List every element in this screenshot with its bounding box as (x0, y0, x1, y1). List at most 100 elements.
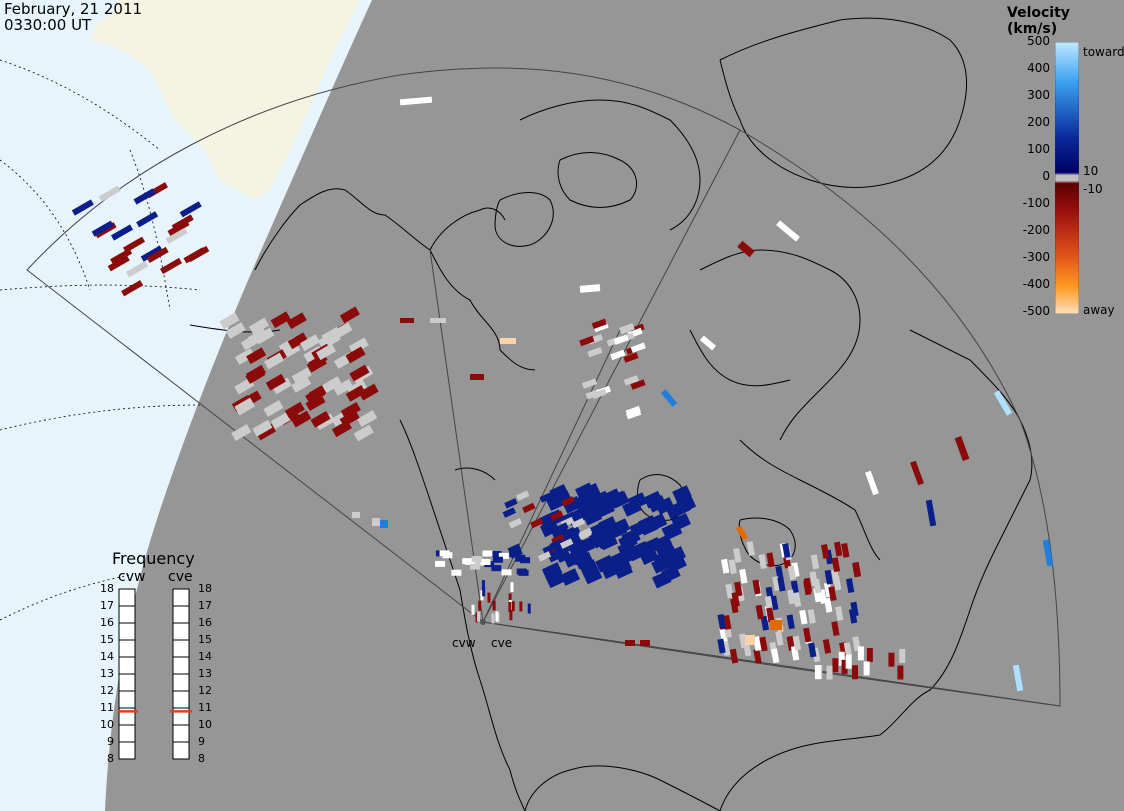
radar-echo-cell (399, 96, 433, 106)
radar-echo-cell (110, 224, 134, 241)
radar-echo-cell (474, 560, 485, 567)
frequency-gauge-cell (118, 741, 136, 760)
radar-echo-cell (439, 550, 450, 557)
plot-time: 0330:00 UT (4, 16, 92, 34)
radar-echo-cell (771, 648, 780, 664)
frequency-tick-label: 18 (198, 582, 212, 595)
radar-echo-cell (863, 661, 870, 676)
radar-echo-cell (508, 602, 512, 613)
radar-echo-cell (469, 563, 480, 570)
radar-echo-cell (613, 334, 629, 345)
frequency-tick-label: 15 (198, 633, 212, 646)
radar-echo-cell (824, 569, 833, 585)
radar-echo-cell (71, 199, 94, 216)
radar-echo-cell (264, 352, 285, 370)
radar-echo-cell (545, 570, 565, 588)
frequency-gauge-cell (172, 639, 190, 658)
frequency-tick-label: 10 (198, 718, 212, 731)
radar-echo-cell (291, 410, 312, 428)
radar-echo-cell (122, 236, 146, 253)
radar-site-cve-label: cve (491, 636, 513, 650)
frequency-tick-label: 9 (107, 735, 114, 748)
radar-echo-cell (498, 552, 509, 559)
radar-echo-cell (286, 312, 307, 330)
radar-echo-cell (777, 576, 786, 592)
frequency-gauge-cell (172, 588, 190, 607)
radar-echo-cell (316, 343, 337, 361)
frequency-gauge-cell (118, 588, 136, 607)
colorbar-tick-0: 0 (1042, 169, 1050, 183)
radar-echo-cell (582, 508, 603, 526)
radar-echo-cell (654, 497, 675, 515)
radar-echo-cell (820, 544, 830, 559)
radar-echo-cell (508, 593, 512, 604)
frequency-gauge-cell (118, 724, 136, 743)
frequency-tick-label: 8 (107, 752, 114, 765)
radar-echo-cell (579, 559, 599, 577)
radar-echo-cell (865, 470, 879, 496)
graticule (0, 59, 201, 621)
radar-echo-cell (721, 558, 730, 574)
radar-echo-cell (803, 627, 812, 643)
radar-echo-cell (699, 335, 717, 351)
radar-echo-cell (263, 400, 284, 417)
colorbar-tick-200: 200 (1027, 115, 1050, 129)
radar-echo-cell (609, 490, 630, 509)
radar-echo-cell (610, 518, 631, 536)
radar-echo-cell (179, 201, 202, 218)
radar-echo-cell (1042, 539, 1054, 567)
radar-echo-cell (770, 620, 782, 630)
radar-echo-cell (291, 367, 312, 385)
frequency-gauge-cell (172, 724, 190, 743)
radar-echo-cell (638, 517, 659, 536)
radar-echo-cell (518, 569, 529, 576)
radar-echo-cell (954, 436, 970, 461)
radar-echo-cell (333, 378, 354, 396)
radar-echo-cell (509, 610, 513, 621)
radar-echo-cell (530, 517, 544, 529)
colorbar-tick-neg500: -500 (1022, 304, 1050, 318)
radar-echo-cell (733, 547, 742, 563)
radar-echo-cell (581, 482, 601, 501)
radar-echo-cell (610, 349, 626, 361)
plot-date: February, 21 2011 (4, 0, 143, 18)
radar-echo-cell (557, 552, 571, 563)
radar-echo-cell (240, 333, 261, 351)
frequency-tick-label: 16 (100, 616, 114, 629)
radar-echo-cell (234, 348, 256, 365)
coastlines (189, 17, 1033, 811)
frequency-tick-label: 18 (100, 582, 114, 595)
radar-echo-cell (435, 560, 446, 567)
radar-echo-cell (471, 604, 475, 615)
radar-echo-cell (725, 583, 734, 599)
frequency-gauge-cell (118, 605, 136, 624)
frequency-gauge-cell (118, 639, 136, 658)
frequency-station-cvw: cvw (118, 569, 146, 585)
radar-echo-cell (897, 665, 904, 680)
radar-echo-cell (234, 397, 255, 415)
radar-echo-cell (541, 562, 562, 581)
radar-echo-cell (478, 600, 482, 611)
radar-echo-cell (121, 280, 144, 297)
radar-echo-cell (305, 386, 326, 404)
radar-echo-cell (729, 648, 739, 664)
frequency-gauge-cell (172, 622, 190, 641)
radar-echo-cell (717, 638, 726, 654)
radar-echo-cell (766, 552, 775, 568)
radar-echo-cell (126, 261, 149, 278)
radar-echo-cell (140, 245, 163, 262)
radar-echo-cell (563, 550, 583, 568)
radar-echo-cell (482, 586, 486, 597)
colorbar-away-label: away (1083, 303, 1115, 317)
frequency-tick-label: 17 (100, 599, 114, 612)
frequency-tick-label: 16 (198, 616, 212, 629)
frequency-title: Frequency (112, 549, 195, 568)
radar-echo-cell (753, 636, 762, 651)
radar-echo-cell (470, 374, 484, 380)
radar-echo-cell (480, 590, 484, 601)
frequency-tick-label: 11 (100, 701, 114, 714)
radar-echo-cell (537, 551, 552, 562)
radar-echo-cell (799, 609, 808, 625)
radar-echo-cell (345, 384, 366, 402)
frequency-gauges (118, 588, 192, 760)
